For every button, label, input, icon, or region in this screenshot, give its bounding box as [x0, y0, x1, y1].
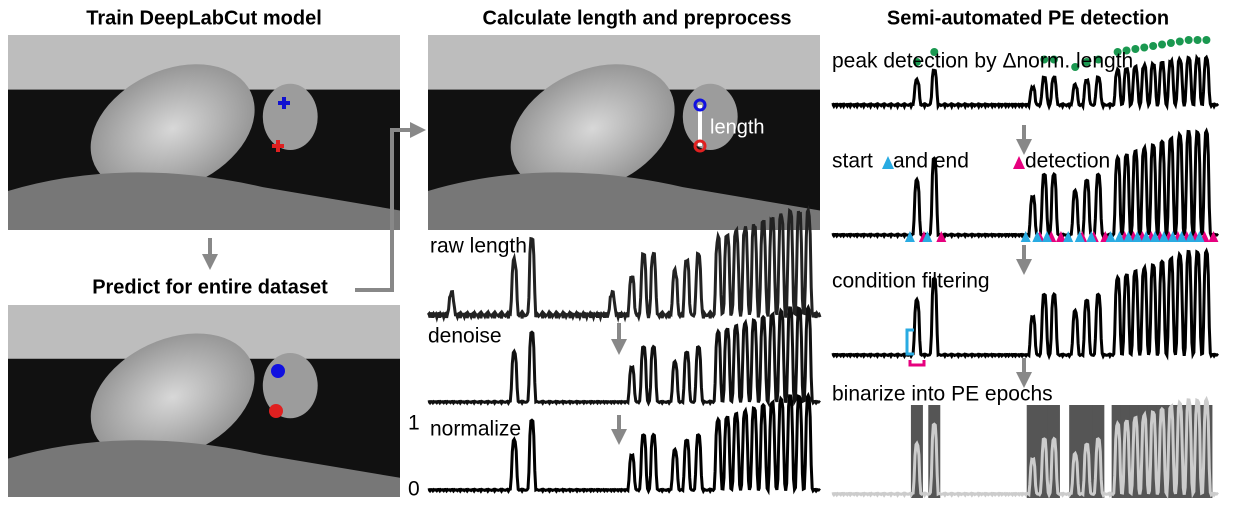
start [1132, 231, 1143, 242]
start [922, 231, 933, 242]
label: peak detection by Δnorm. length [832, 50, 1133, 73]
peak [1193, 36, 1202, 44]
ground [428, 172, 820, 230]
label: binarize into PE epochs [832, 383, 1053, 406]
start [1167, 231, 1178, 242]
label: length [710, 116, 765, 138]
marker [271, 364, 285, 378]
peak [1140, 43, 1149, 52]
images [8, 35, 820, 497]
peak [1071, 63, 1080, 71]
peak [1158, 40, 1167, 49]
start [1074, 231, 1085, 242]
fly-body [90, 64, 255, 193]
peak [1202, 36, 1211, 44]
label: condition filtering [832, 270, 990, 293]
end [1055, 231, 1066, 242]
start [1086, 231, 1097, 242]
bracket [905, 328, 914, 356]
start [1150, 231, 1161, 242]
end [936, 231, 947, 242]
start [1063, 231, 1074, 242]
trace [427, 391, 821, 496]
peak [1094, 55, 1103, 64]
start [1141, 231, 1152, 242]
start [1123, 231, 1134, 242]
heading: Train DeepLabCut model [86, 7, 322, 29]
heading: Calculate length and preprocess [483, 7, 792, 29]
peak [1122, 46, 1131, 55]
start [1114, 231, 1125, 242]
heading: Semi-automated PE detection [887, 7, 1169, 29]
peak [912, 58, 921, 66]
end-icon [1013, 156, 1025, 169]
peak [1082, 58, 1091, 66]
start [1041, 231, 1052, 242]
peak [1049, 55, 1058, 64]
bracket [908, 360, 926, 367]
fly-body [90, 333, 255, 461]
marker [693, 139, 707, 153]
ground [8, 440, 400, 497]
axis-label: 1 [408, 412, 420, 435]
fly-head [262, 83, 318, 151]
axis-label: 0 [408, 478, 420, 501]
trace [426, 205, 822, 323]
marker [693, 98, 707, 112]
peak [1113, 48, 1122, 56]
start [904, 231, 915, 242]
start [1185, 231, 1196, 242]
traces [426, 36, 1220, 500]
marker [278, 97, 290, 109]
start [1105, 231, 1116, 242]
start [1194, 231, 1205, 242]
peak [930, 48, 939, 56]
peak [1131, 45, 1140, 53]
trace [831, 53, 1220, 112]
peak [1166, 39, 1175, 47]
marker [272, 140, 284, 152]
start [1176, 231, 1187, 242]
fly-body [510, 64, 675, 193]
arrows [202, 122, 1032, 445]
label: normalize [430, 418, 521, 441]
label: start [832, 150, 873, 173]
trace [831, 395, 1219, 500]
start [1032, 231, 1043, 242]
label: and end [893, 150, 969, 173]
label: detection [1025, 150, 1110, 173]
peak [1184, 36, 1193, 44]
ground [8, 172, 400, 230]
peak [1175, 37, 1184, 46]
peak [1040, 55, 1049, 64]
label: raw length [430, 235, 527, 258]
start [1020, 231, 1031, 242]
trace [831, 247, 1220, 361]
label: denoise [428, 325, 502, 348]
end [1208, 231, 1219, 242]
peak [1149, 42, 1158, 50]
start [1158, 231, 1169, 242]
trace [427, 303, 821, 408]
heading: Predict for entire dataset [92, 276, 328, 298]
marker [269, 404, 283, 418]
start-icon [882, 156, 894, 169]
